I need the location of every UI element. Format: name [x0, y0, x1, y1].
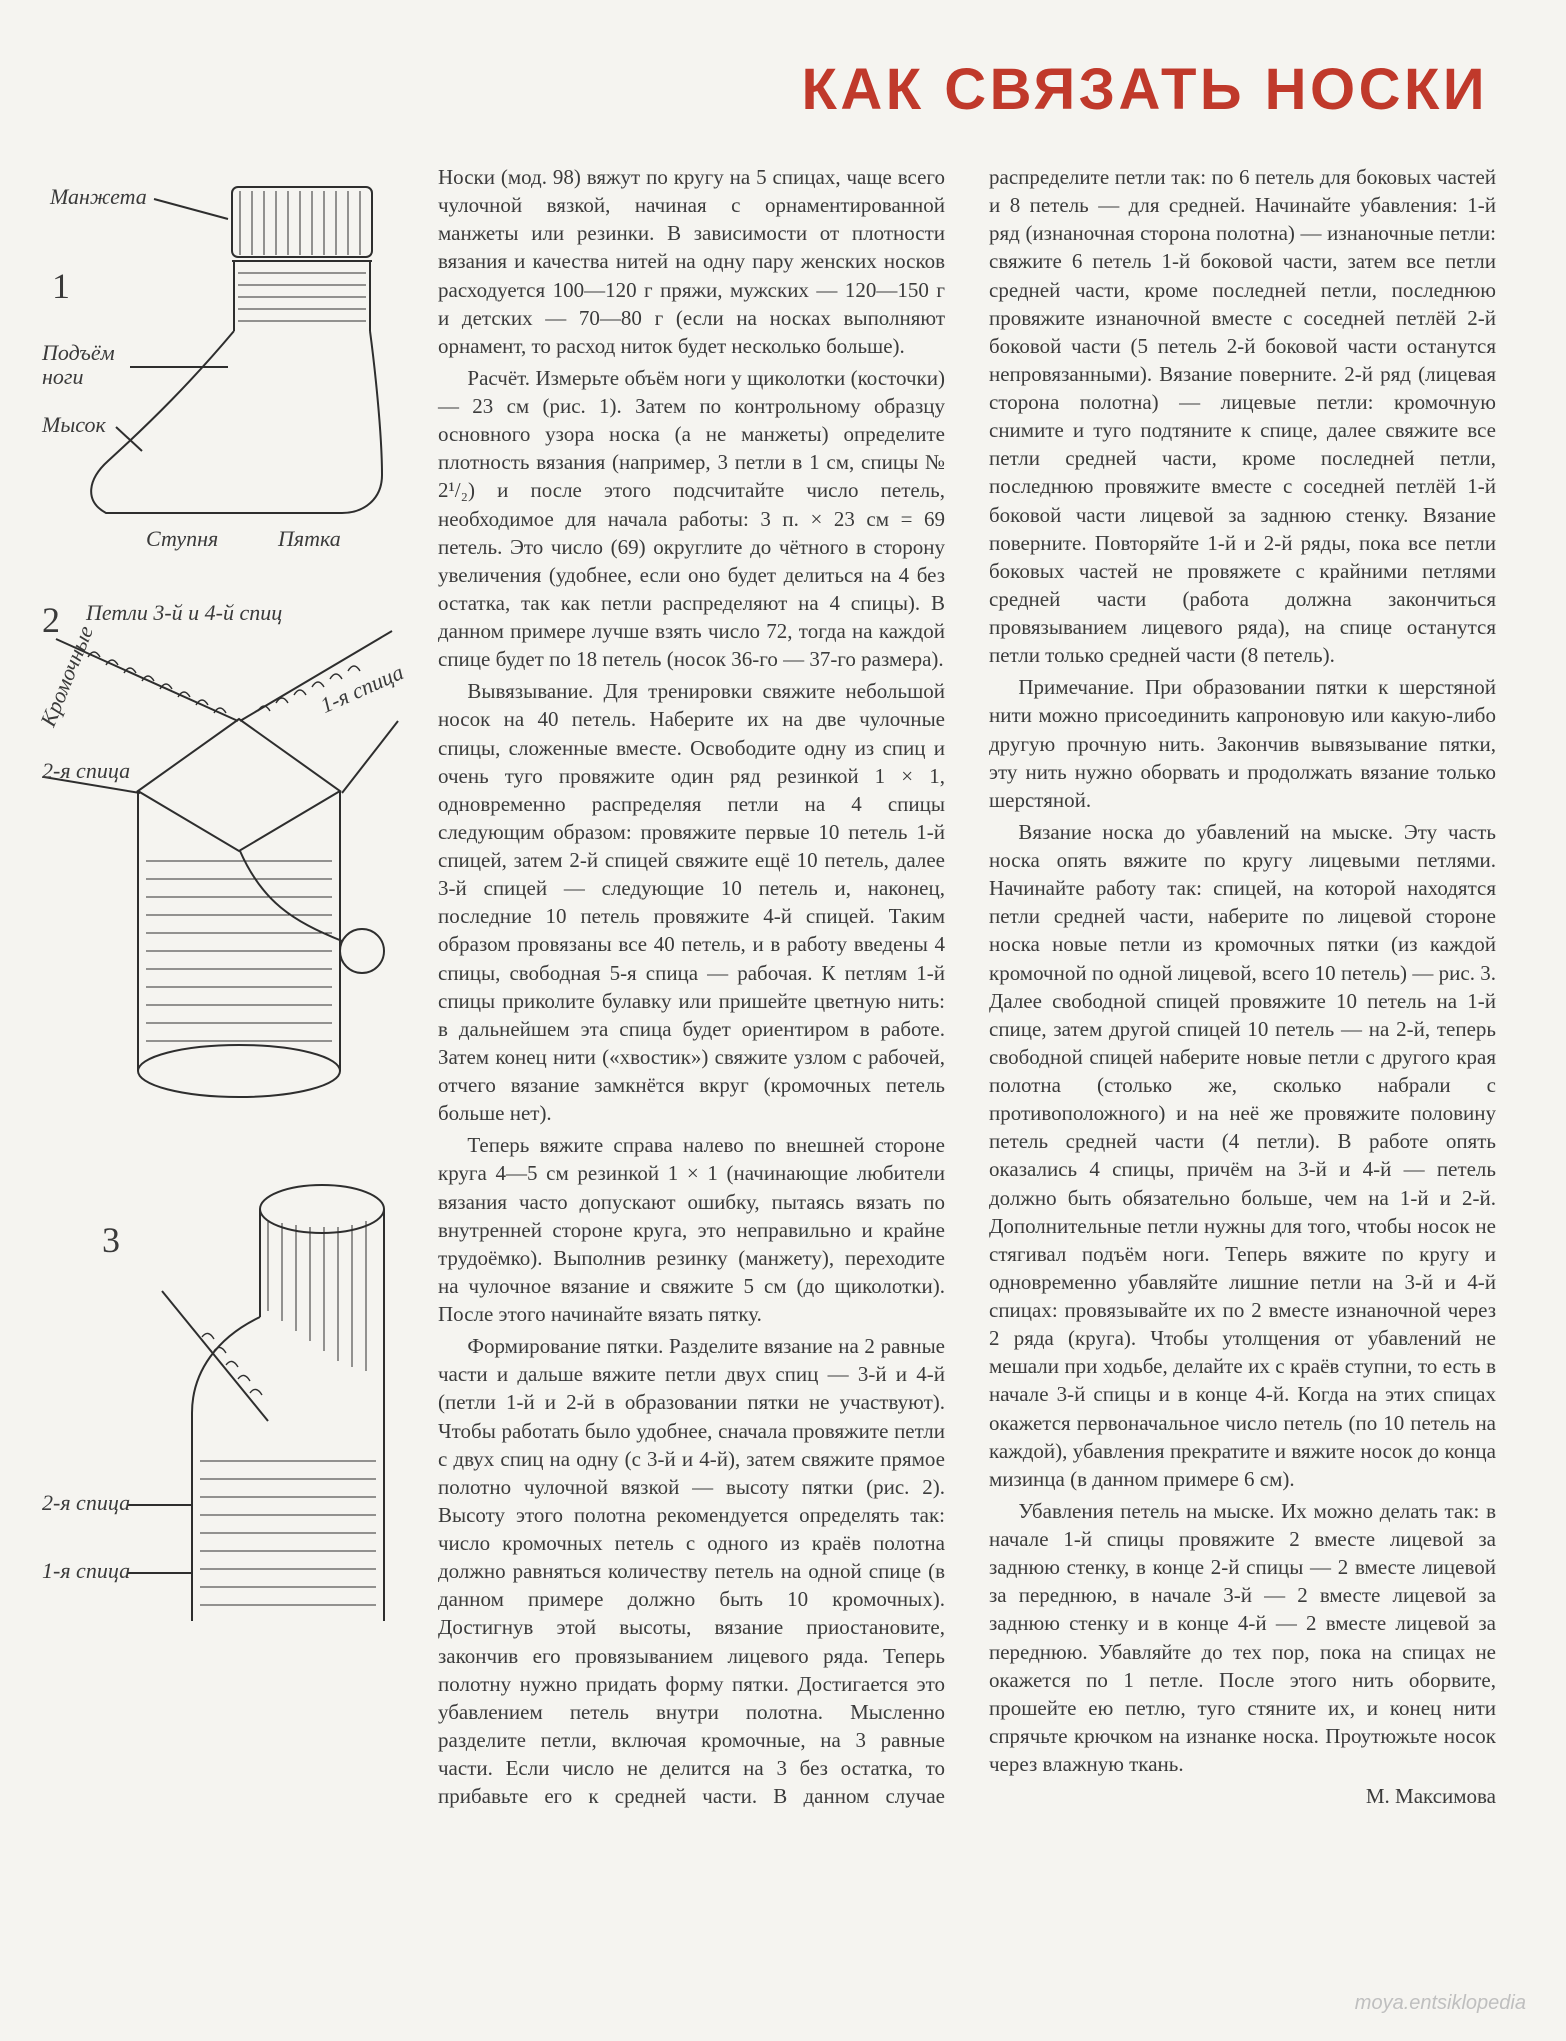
fig3-label-sp1: 1-я спица — [42, 1559, 130, 1583]
paragraph: Вязание носка до убавлений на мыске. Эту… — [989, 818, 1496, 1493]
paragraph: Примечание. При образовании пятки к шерс… — [989, 673, 1496, 814]
fig1-label-pyatka: Пятка — [278, 527, 341, 551]
figure-2-number: 2 — [42, 601, 60, 641]
figure-1: 1 Манжета Подъём ноги Мысок Ступня Пятка — [42, 181, 402, 561]
body-text: Носки (мод. 98) вяжут по кругу на 5 спиц… — [438, 163, 1496, 1812]
page-title: КАК СВЯЗАТЬ НОСКИ — [42, 56, 1488, 123]
paragraph: Расчёт. Измерьте объём ноги у щиколотки … — [438, 364, 945, 673]
author: М. Максимова — [989, 1782, 1496, 1810]
fig2-label-petli: Петли 3-й и 4-й спиц — [86, 601, 282, 625]
fig1-label-mysok: Мысок — [42, 413, 106, 437]
watermark: moya.entsiklopedia — [1355, 1992, 1526, 2015]
content: 1 Манжета Подъём ноги Мысок Ступня Пятка — [42, 163, 1496, 1812]
figure-3: 3 2-я спица 1-я спица — [42, 1161, 402, 1641]
figure-3-number: 3 — [102, 1221, 120, 1261]
fig2-svg — [42, 601, 402, 1121]
paragraph: Теперь вяжите справа налево по внешней с… — [438, 1131, 945, 1328]
figure-1-number: 1 — [52, 267, 70, 307]
fig3-label-sp2: 2-я спица — [42, 1491, 130, 1515]
page: КАК СВЯЗАТЬ НОСКИ 1 Манжета Подъём ноги … — [0, 0, 1566, 2041]
paragraph: Вывязывание. Для тренировки свяжите небо… — [438, 677, 945, 1127]
paragraph: Носки (мод. 98) вяжут по кругу на 5 спиц… — [438, 163, 945, 360]
figure-2: 2 Петли 3-й и 4-й спиц Кромочные 1-я спи… — [42, 601, 402, 1121]
figure-column: 1 Манжета Подъём ноги Мысок Ступня Пятка — [42, 163, 402, 1812]
fig2-label-sp2: 2-я спица — [42, 759, 130, 783]
fig1-label-manzheta: Манжета — [50, 185, 147, 209]
fig1-label-podem: Подъём ноги — [42, 341, 132, 389]
fig1-label-stupnya: Ступня — [146, 527, 218, 551]
paragraph: Убавления петель на мыске. Их можно дела… — [989, 1497, 1496, 1778]
